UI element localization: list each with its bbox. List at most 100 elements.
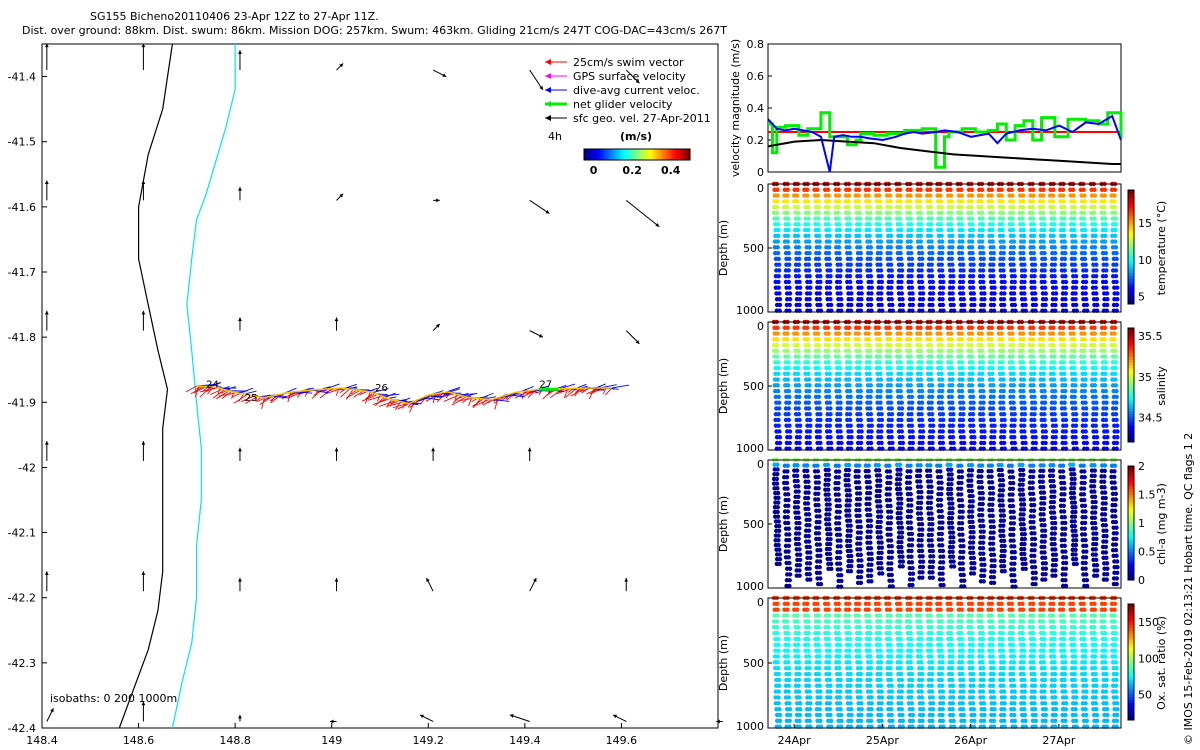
profile-sample [949,210,954,215]
profile-sample [950,510,955,516]
profile-sample [1051,510,1057,515]
profile-sample [847,354,852,359]
profile-sample [1082,331,1087,336]
profile-sample [981,302,987,308]
profile-sample [900,440,906,446]
profile-sample [794,337,800,342]
profile-sample [898,506,904,511]
profile-sample [776,423,781,428]
profile-sample [1081,216,1087,221]
profile-sample [909,537,915,542]
profile-sample [989,325,995,330]
profile-sample [1000,204,1006,210]
profile-sample [899,285,904,290]
profile-sample [807,388,812,394]
profile-sample [775,187,780,192]
profile-sample [878,524,883,530]
profile-sample [1042,417,1047,423]
profile-sample [826,193,831,198]
profile-sample [1081,348,1087,353]
profile-sample [847,227,853,233]
profile-sample [948,331,954,336]
profile-sample [1042,544,1047,550]
profile-sample [970,519,975,525]
profile-sample [1103,417,1109,423]
profile-sample [837,279,843,285]
profile-sample [1009,187,1014,192]
profile-sample [857,406,863,411]
profile-sample [1001,245,1007,250]
profile-sample [948,193,954,198]
profile-sample [970,371,975,377]
profile-sample [909,526,914,531]
profile-sample [869,417,874,423]
profile-sample [1022,291,1027,296]
profile-sample [1011,291,1017,296]
profile-sample [930,564,935,570]
swim-vector [432,393,437,404]
profile-sample [970,360,975,365]
profile-sample [868,388,874,394]
profile-sample [776,394,781,400]
profile-sample [989,187,995,192]
profile-sample [1103,360,1108,365]
profile-sample [1032,536,1038,542]
profile-sample [879,440,884,446]
profile-sample [898,250,903,256]
profile-sample [1082,394,1088,400]
profile-sample [867,365,872,371]
profile-sample [1052,394,1058,400]
section-colorbar-cell [1128,333,1134,338]
profile-sample [939,394,945,400]
profile-sample [828,302,834,308]
profile-sample [847,411,853,417]
profile-sample [1092,193,1098,198]
profile-sample [807,279,813,285]
profile-sample [858,535,863,541]
profile-sample [1084,411,1089,417]
section-colorbar-cell [1128,275,1134,279]
section-colorbar-cell [1128,190,1134,194]
profile-sample [776,538,781,543]
profile-sample [1093,233,1098,239]
profile-sample [929,394,935,400]
profile-sample [961,406,966,411]
profile-sample [980,365,985,371]
profile-sample [816,337,821,342]
map-colorbar-cell [598,149,601,160]
map-colorbar-cell [670,149,673,160]
profile-sample [1010,486,1016,491]
profile-sample [981,529,986,534]
profile-sample [1073,297,1078,302]
geo-vector-head [141,43,146,48]
dac-vector [368,387,378,393]
profile-sample [929,527,935,532]
profile-sample [868,411,874,417]
profile-sample [1021,517,1026,522]
section-colorbar-cell [1128,365,1134,369]
profile-sample [868,523,874,529]
profile-sample [1114,388,1119,394]
profile-sample [848,256,853,262]
profile-sample [888,383,893,388]
profile-sample [990,360,995,365]
profile-sample [1023,566,1028,571]
profile-sample [930,388,935,394]
profile-sample [908,377,913,382]
profile-sample [866,474,872,479]
section-colorbar-cell [1128,209,1134,214]
profile-sample [805,199,810,204]
profile-sample [1021,497,1026,502]
profile-sample [1112,342,1117,348]
profile-sample [1073,302,1079,308]
profile-sample [949,337,954,342]
profile-sample [774,476,780,482]
profile-sample [1114,417,1119,423]
profile-sample [1092,337,1097,342]
profile-sample [991,250,996,256]
profile-sample [878,394,883,400]
profile-sample [1001,533,1006,539]
swim-vector [231,393,241,398]
profile-sample [1050,468,1056,473]
profile-sample [866,463,871,468]
